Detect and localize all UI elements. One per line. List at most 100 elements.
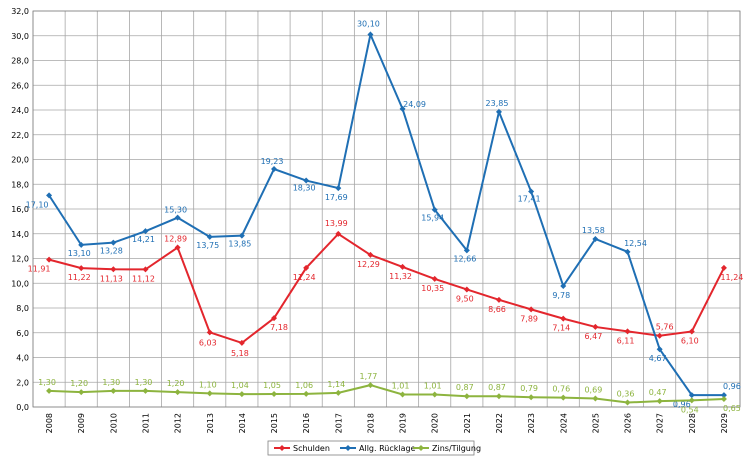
- y-tick-label: 22,0: [11, 131, 29, 140]
- x-tick-label: 2020: [431, 413, 440, 433]
- y-tick-label: 6,0: [16, 329, 29, 338]
- x-tick-label: 2028: [688, 413, 697, 433]
- legend: Schulden Allg. Rücklage Zins/Tilgung: [267, 440, 481, 456]
- series-line: [48, 232, 725, 345]
- data-label: 11,24: [293, 273, 316, 282]
- data-point: [399, 105, 406, 112]
- y-tick-label: 16,0: [11, 205, 29, 214]
- series-1: 17,10 13,10 13,28 14,21 15,30 13,75 13,85 19,23…: [26, 20, 741, 410]
- data-label: 10,35: [421, 284, 444, 293]
- data-point: [528, 394, 535, 401]
- data-label: 6,11: [617, 336, 635, 345]
- data-label: 30,10: [357, 20, 380, 29]
- data-label: 5,18: [231, 349, 249, 358]
- data-point: [206, 390, 213, 397]
- y-axis: 0,0 2,0 4,0 6,0 8,0 10,0 12,0 14,0 16,0 18,0 20,0 2…: [11, 7, 29, 412]
- x-tick-label: 2011: [141, 413, 150, 433]
- data-point: [271, 391, 278, 398]
- series-2: 1,30 1,20 1,30 1,30 1,20 1,10 1,04 1,05 1,06 1,14…: [38, 372, 741, 414]
- y-tick-label: 12,0: [11, 255, 29, 264]
- data-point: [495, 296, 502, 303]
- data-label: 1,10: [199, 380, 217, 389]
- data-label: 23,85: [486, 99, 509, 108]
- data-label: 14,21: [132, 235, 155, 244]
- data-point: [367, 31, 374, 38]
- data-point: [110, 239, 117, 246]
- data-label: 0,87: [488, 383, 506, 392]
- data-label: 0,96: [673, 400, 691, 409]
- data-point: [463, 393, 470, 400]
- data-label: 0,47: [649, 388, 667, 397]
- y-tick-label: 18,0: [11, 180, 29, 189]
- data-point: [656, 398, 663, 405]
- data-point: [431, 275, 438, 282]
- data-label: 11,32: [389, 272, 412, 281]
- data-label: 13,75: [196, 241, 219, 250]
- data-point: [560, 282, 567, 289]
- data-point: [271, 166, 278, 173]
- legend-box: [267, 440, 475, 456]
- x-tick-label: 2009: [77, 413, 86, 433]
- data-label: 1,05: [263, 381, 281, 390]
- y-tick-label: 10,0: [11, 279, 29, 288]
- data-label: 11,22: [68, 273, 91, 282]
- data-point: [592, 235, 599, 242]
- data-point: [463, 286, 470, 293]
- data-point: [720, 395, 727, 402]
- data-point: [688, 328, 695, 335]
- data-label: 13,85: [228, 240, 251, 249]
- data-label: 13,28: [100, 247, 123, 256]
- legend-label: Schulden: [293, 444, 330, 453]
- data-label: 1,14: [327, 380, 345, 389]
- data-label: 9,78: [552, 291, 570, 300]
- data-point: [656, 346, 663, 353]
- data-point: [495, 108, 502, 115]
- data-label: 12,66: [453, 254, 476, 263]
- data-label: 0,96: [723, 382, 741, 391]
- data-label: 13,58: [582, 226, 605, 235]
- data-label: 13,10: [68, 249, 91, 258]
- y-tick-label: 20,0: [11, 156, 29, 165]
- data-label: 7,14: [552, 324, 570, 333]
- data-point: [592, 323, 599, 330]
- data-point: [592, 395, 599, 402]
- data-point: [367, 382, 374, 389]
- data-point: [238, 232, 245, 239]
- data-point: [528, 306, 535, 313]
- data-point: [46, 192, 53, 199]
- x-tick-label: 2018: [366, 413, 375, 433]
- x-tick-label: 2019: [399, 413, 408, 433]
- data-label: 0,65: [723, 404, 741, 413]
- y-tick-label: 30,0: [11, 32, 29, 41]
- data-label: 4,67: [649, 354, 667, 363]
- data-label: 1,06: [295, 381, 313, 390]
- data-point: [303, 264, 310, 271]
- legend-label: Allg. Rücklage: [359, 444, 416, 453]
- data-label: 18,30: [293, 184, 316, 193]
- data-point: [206, 233, 213, 240]
- data-point: [206, 329, 213, 336]
- data-label: 15,94: [421, 214, 444, 223]
- data-point: [720, 392, 727, 399]
- data-point: [624, 248, 631, 255]
- data-point: [335, 389, 342, 396]
- x-axis: 2008 2009 2010 2011 2012 2013 2014 2015 2016 2017…: [45, 413, 729, 433]
- x-tick-label: 2027: [656, 413, 665, 433]
- data-label: 12,89: [164, 234, 187, 243]
- data-label: 12,54: [624, 239, 647, 248]
- data-label: 1,20: [70, 379, 88, 388]
- data-point: [110, 266, 117, 273]
- data-label: 7,18: [270, 323, 288, 332]
- y-tick-label: 32,0: [11, 7, 29, 16]
- x-tick-label: 2016: [302, 413, 311, 433]
- data-label: 12,29: [357, 260, 380, 269]
- data-label: 0,69: [584, 385, 602, 394]
- data-point: [624, 328, 631, 335]
- data-point: [78, 389, 85, 396]
- data-label: 11,13: [100, 274, 123, 283]
- plot-border: [32, 10, 741, 408]
- data-point: [720, 264, 727, 271]
- data-point: [78, 265, 85, 272]
- data-point: [560, 315, 567, 322]
